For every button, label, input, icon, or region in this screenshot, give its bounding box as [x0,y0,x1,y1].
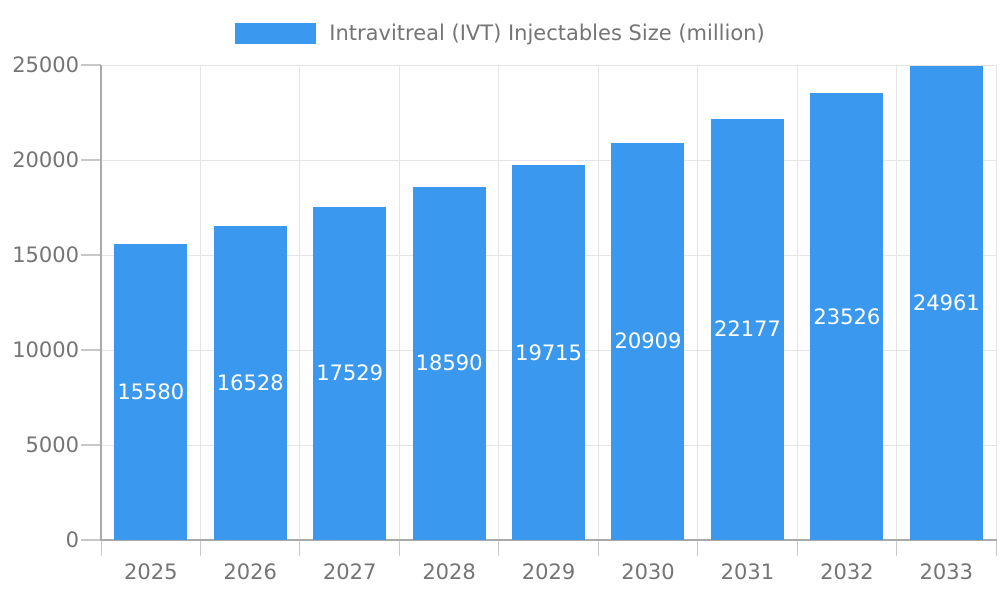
x-axis-label: 2028 [422,560,476,584]
bar-2033[interactable] [909,65,983,540]
x-axis-label: 2030 [621,560,675,584]
x-gridline [398,65,400,540]
y-axis-label: 0 [65,528,79,552]
bar-2028[interactable] [412,186,486,540]
x-axis-label: 2029 [521,560,576,584]
x-axis-tick [697,540,699,556]
x-axis-label: 2026 [223,560,277,584]
chart-legend[interactable]: Intravitreal (IVT) Injectables Size (mil… [0,21,1000,45]
x-axis-tick [199,540,201,556]
y-axis-tick [81,349,101,351]
x-axis-tick [896,540,898,556]
bar-2026[interactable] [213,225,287,540]
x-gridline [299,65,301,540]
x-axis-tick [796,540,798,556]
x-gridline [498,65,500,540]
y-axis-line [100,65,102,541]
x-axis-line [100,539,997,541]
y-axis-label: 25000 [12,53,79,77]
y-axis-label: 15000 [12,243,79,267]
bar-2027[interactable] [313,206,387,540]
bar-2030[interactable] [611,142,685,540]
x-axis-tick [398,540,400,556]
x-axis-label: 2027 [322,560,377,584]
x-gridline [597,65,599,540]
y-axis-label: 20000 [12,148,79,172]
y-axis-tick [81,254,101,256]
legend-swatch [235,22,317,44]
x-axis-label: 2031 [720,560,775,584]
y-axis-tick [81,64,101,66]
y-gridline [101,64,996,66]
x-axis-tick [498,540,500,556]
bar-2029[interactable] [512,165,585,540]
bar-2031[interactable] [710,118,784,540]
x-axis-label: 2032 [820,560,874,584]
x-gridline [896,65,898,540]
legend-label: Intravitreal (IVT) Injectables Size (mil… [329,21,765,45]
x-gridline [199,65,201,540]
y-axis-label: 10000 [12,338,79,362]
bar-2025[interactable] [114,243,188,540]
x-axis-tick [100,540,102,556]
x-axis-tick [995,540,997,556]
y-axis-tick [81,444,101,446]
x-axis-tick [597,540,599,556]
x-gridline [796,65,798,540]
x-gridline [995,65,997,540]
x-gridline [697,65,699,540]
y-axis-tick [81,159,101,161]
y-axis-tick [81,539,101,541]
y-gridline [101,159,996,161]
x-axis-tick [299,540,301,556]
x-axis-label: 2033 [919,560,973,584]
x-axis-label: 2025 [123,560,178,584]
y-axis-label: 5000 [25,433,79,457]
bar-2032[interactable] [810,93,884,540]
